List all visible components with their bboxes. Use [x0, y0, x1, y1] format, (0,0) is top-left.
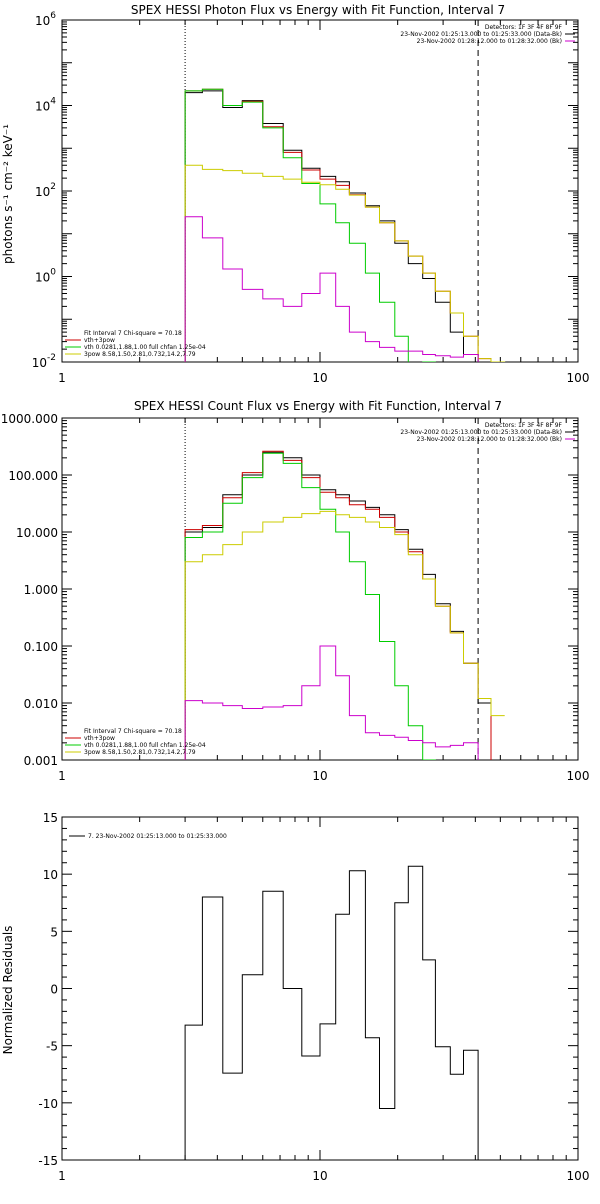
count-flux-panel: SPEX HESSI Count Flux vs Energy with Fit… — [1, 399, 590, 783]
x-tick-label: 1 — [58, 1169, 66, 1183]
y-tick-label: 10 — [43, 868, 58, 882]
y-tick-label: 102 — [35, 182, 56, 199]
y-tick-label: 104 — [35, 97, 56, 114]
vth-3pow-histogram — [184, 88, 492, 362]
y-tick-label: 1000.000 — [1, 412, 58, 426]
y-tick-label: 0.010 — [24, 697, 58, 711]
legend-entry-text: 3pow 8.58,1.50,2.81,0.732,14.2,7.79 — [84, 351, 196, 358]
y-tick-exponent: -2 — [47, 353, 56, 363]
vth-3pow-histogram — [184, 450, 492, 760]
y-tick-label: 106 — [35, 11, 56, 28]
series-group — [184, 450, 505, 760]
3pow-histogram — [184, 510, 505, 760]
y-tick-label: 10-2 — [32, 353, 56, 370]
y-tick-label: -10 — [38, 1097, 58, 1111]
legend-entry-text: vth 0.0281,1.88,1.00 full chfan 1.25e-04 — [84, 344, 206, 351]
y-tick-exponent: 6 — [50, 11, 56, 21]
x-tick-label: 100 — [567, 769, 590, 783]
legend-entry-text: Fit Interval 7 Chi-square = 70.18 — [84, 728, 182, 735]
y-tick-label: 1.000 — [24, 583, 58, 597]
legend-entry-text: Detectors: 1F 3F 4F 8F 9F — [485, 24, 563, 31]
legend-entry-text: vth+3pow — [84, 735, 115, 742]
plot-frame — [61, 417, 579, 761]
data-bk-histogram — [184, 90, 479, 362]
y-tick-label: 10.000 — [16, 526, 58, 540]
photon-flux-ylabel: photons s⁻¹ cm⁻² keV⁻¹ — [1, 124, 15, 264]
y-tick-label: 100 — [35, 268, 56, 285]
x-tick-label: 100 — [567, 371, 590, 385]
legend-entry-text: 23-Nov-2002 01:28:12.000 to 01:28:32.000… — [417, 436, 562, 443]
legend-entry-text: 23-Nov-2002 01:25:13.000 to 01:25:33.000… — [400, 429, 562, 436]
x-tick-label: 100 — [567, 1169, 590, 1183]
y-tick-base: 10 — [35, 185, 50, 199]
y-tick-label: 100.000 — [8, 469, 58, 483]
x-tick-label: 1 — [58, 371, 66, 385]
legend-entry-text: Detectors: 1F 3F 4F 8F 9F — [485, 422, 563, 429]
legend-entry-text: 3pow 8.58,1.50,2.81,0.732,14.2,7.79 — [84, 749, 196, 756]
x-tick-label: 10 — [312, 371, 327, 385]
legend-entry-text: Fit Interval 7 Chi-square = 70.18 — [84, 330, 182, 337]
y-tick-label: 0 — [50, 983, 58, 997]
bk-histogram — [184, 645, 479, 760]
plot-frame — [61, 816, 579, 1161]
residual-histogram — [184, 865, 479, 1160]
series-group — [184, 865, 479, 1160]
y-tick-label: 5 — [50, 925, 58, 939]
x-tick-label: 10 — [312, 769, 327, 783]
data-bk-histogram — [184, 451, 492, 760]
vth-histogram — [184, 88, 436, 362]
vth-histogram — [184, 452, 436, 760]
y-tick-base: 10 — [32, 356, 47, 370]
photon-flux-title: SPEX HESSI Photon Flux vs Energy with Fi… — [131, 3, 505, 17]
3pow-histogram — [184, 164, 506, 362]
legend-entry-text: 23-Nov-2002 01:25:13.000 to 01:25:33.000… — [400, 31, 562, 38]
y-tick-label: -5 — [46, 1040, 58, 1054]
y-tick-label: 0.001 — [24, 754, 58, 768]
legend-entry-text: vth 0.0281,1.88,1.00 full chfan 1.25e-04 — [84, 742, 206, 749]
y-tick-label: 0.100 — [24, 640, 58, 654]
legend-entry-text: 23-Nov-2002 01:28:12.000 to 01:28:32.000… — [417, 38, 562, 45]
y-tick-base: 10 — [35, 271, 50, 285]
y-tick-exponent: 2 — [50, 182, 56, 192]
legend-entry-text: 7. 23-Nov-2002 01:25:13.000 to 01:25:33.… — [88, 833, 227, 840]
y-tick-base: 10 — [35, 14, 50, 28]
x-tick-label: 1 — [58, 769, 66, 783]
y-tick-exponent: 4 — [50, 97, 56, 107]
y-tick-label: 15 — [43, 811, 58, 825]
x-tick-label: 10 — [312, 1169, 327, 1183]
count-flux-title: SPEX HESSI Count Flux vs Energy with Fit… — [134, 399, 502, 413]
y-tick-base: 10 — [35, 100, 50, 114]
series-group — [184, 88, 506, 362]
legend-entry-text: vth+3pow — [84, 337, 115, 344]
bk-histogram — [184, 216, 479, 362]
residuals-panel: Normalized Residuals 1 10 100 -15 -10 -5 0 5 10 1… — [1, 811, 589, 1183]
photon-flux-panel: SPEX HESSI Photon Flux vs Energy with Fi… — [1, 3, 589, 385]
y-tick-label: -15 — [38, 1154, 58, 1168]
residuals-ylabel: Normalized Residuals — [1, 926, 15, 1055]
y-tick-exponent: 0 — [50, 268, 56, 278]
